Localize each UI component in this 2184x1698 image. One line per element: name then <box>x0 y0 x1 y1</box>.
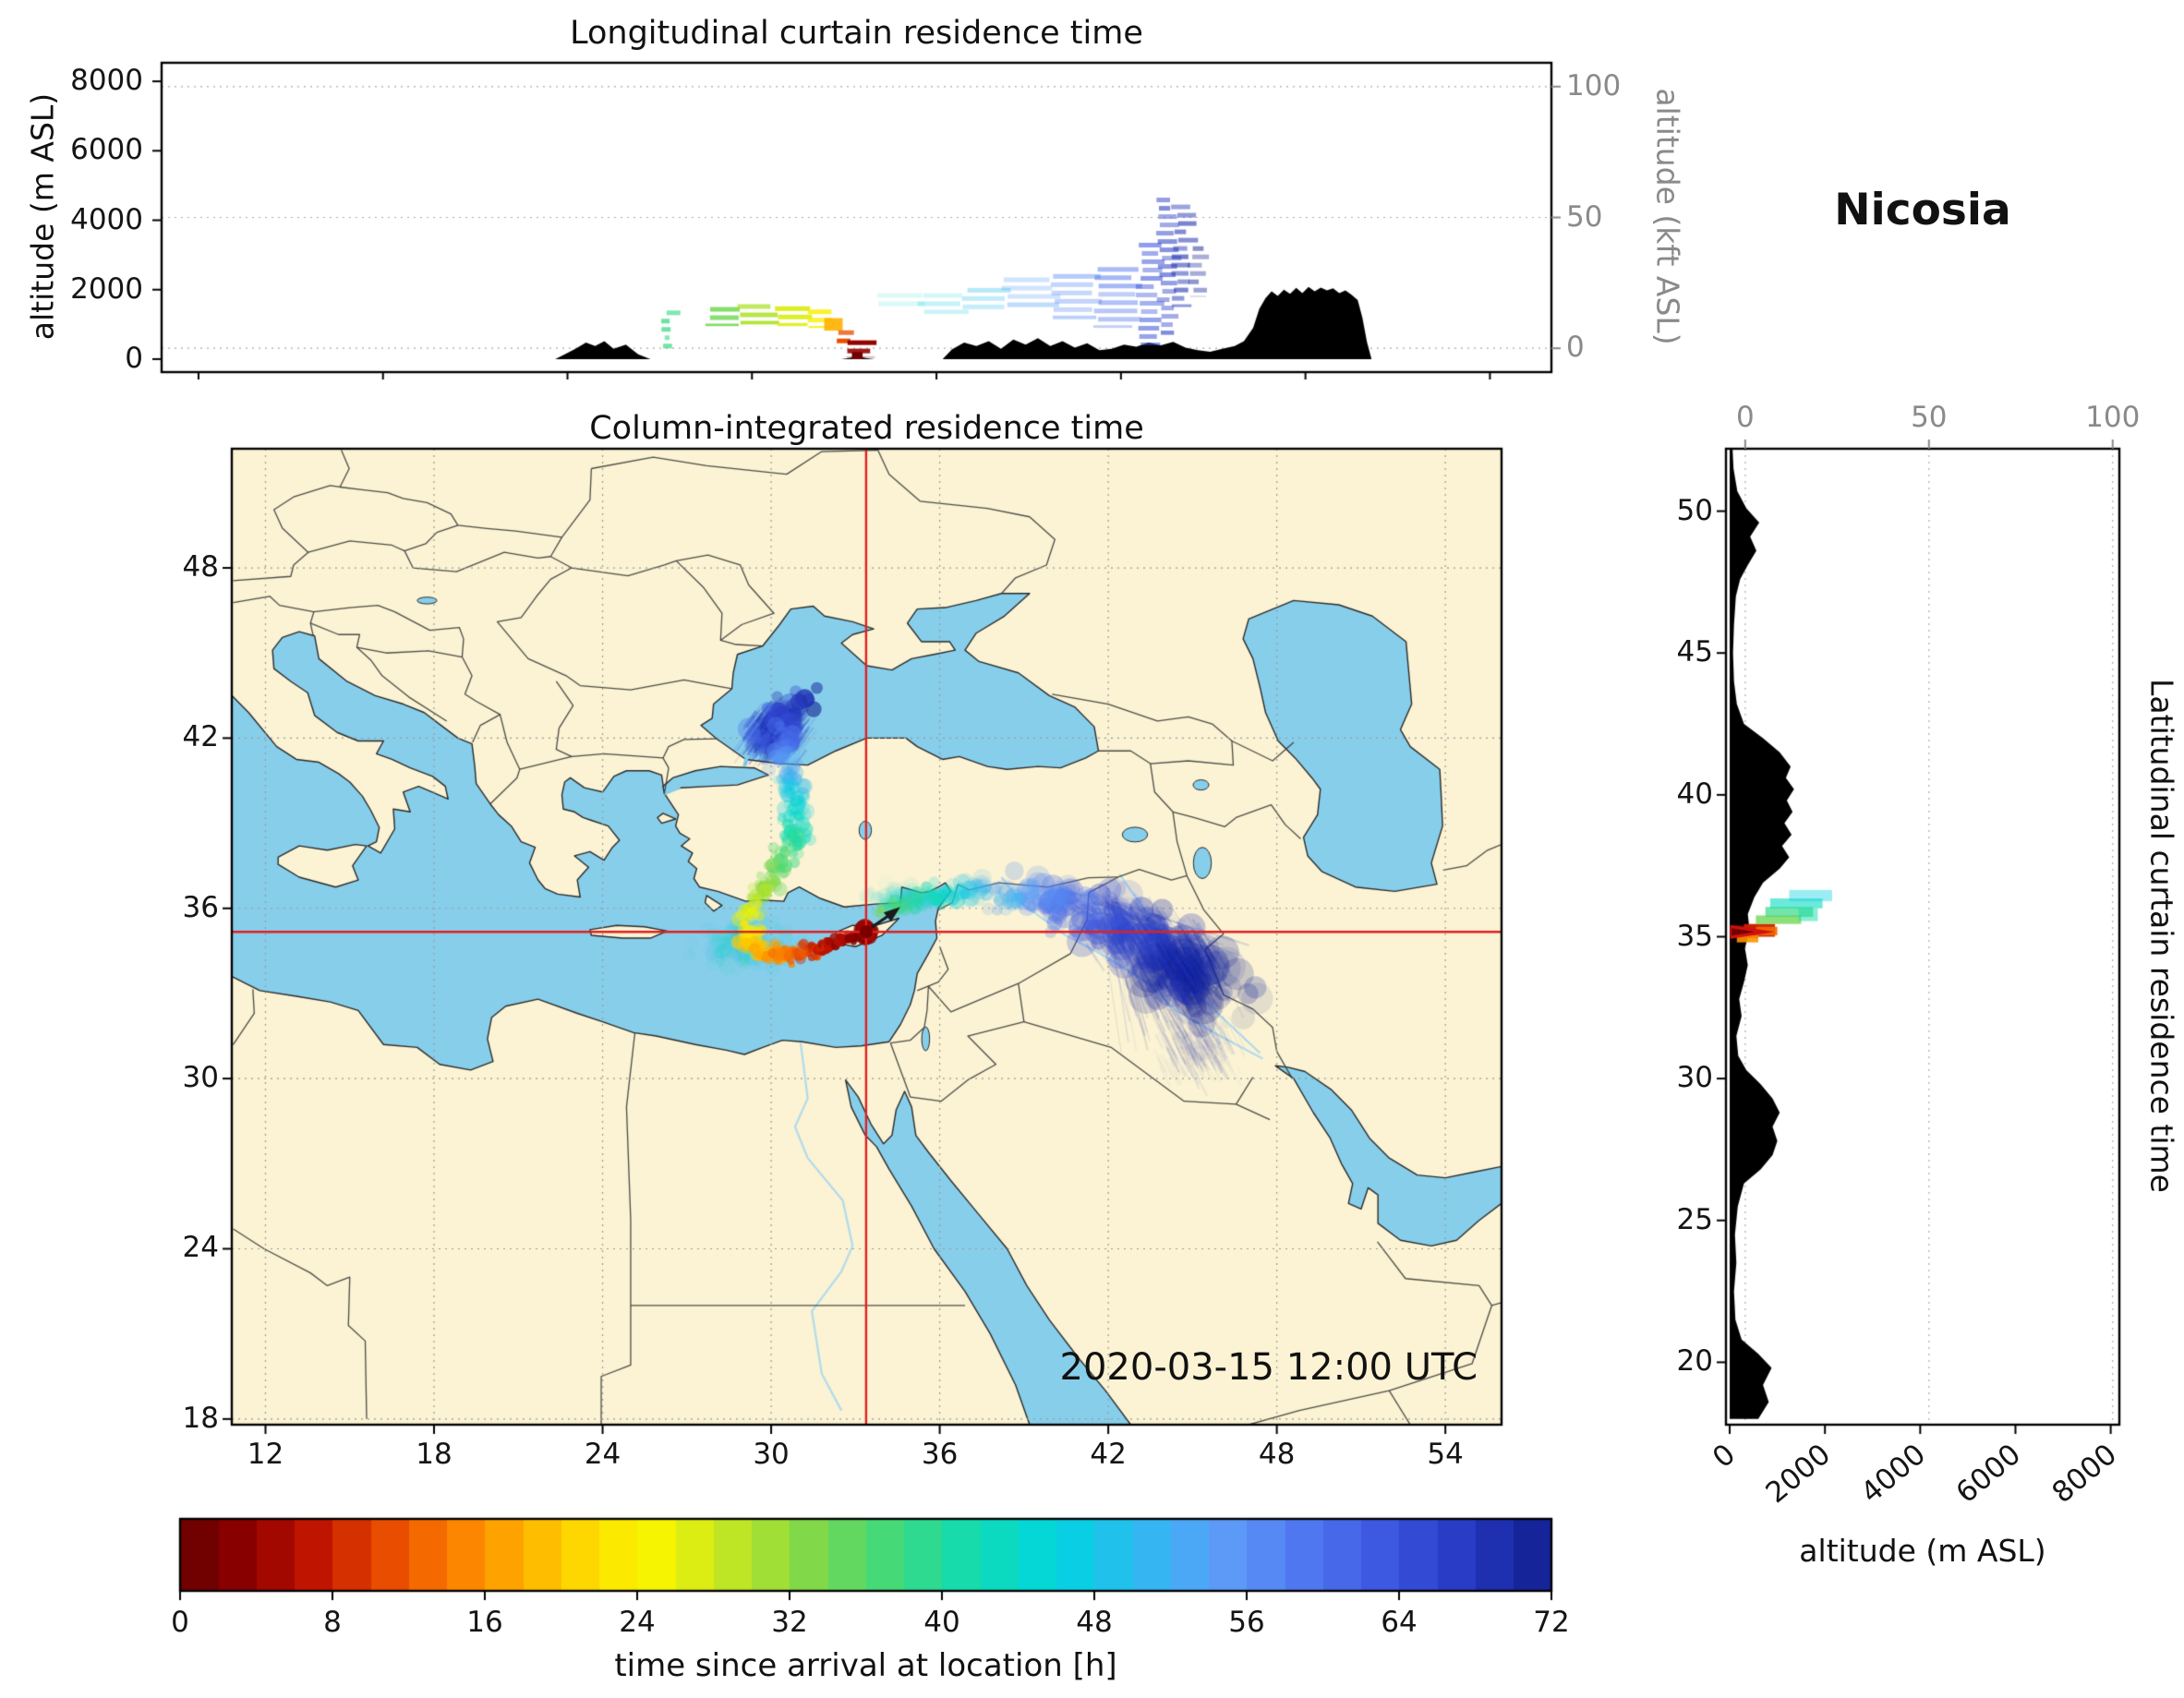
lat-kft-tick: 0 <box>1735 401 1755 434</box>
long-ytick: 2000 <box>70 271 143 306</box>
lat-ytick: 35 <box>1676 919 1713 953</box>
colorbar-tick: 64 <box>1381 1606 1418 1639</box>
longitudinal-curtain-plot <box>141 42 1572 392</box>
lat-xtick: 6000 <box>1950 1438 2028 1511</box>
lat-xtick: 8000 <box>2045 1438 2123 1511</box>
lat-xtick: 4000 <box>1854 1438 1933 1511</box>
colorbar-tick: 40 <box>923 1606 960 1639</box>
map-xtick: 30 <box>753 1438 790 1471</box>
map-title: Column-integrated residence time <box>589 410 1144 447</box>
longitudinal-ylabel-right: altitude (kft ASL) <box>1649 88 1686 345</box>
longitudinal-curtain-title: Longitudinal curtain residence time <box>570 15 1143 52</box>
colorbar-tick: 56 <box>1228 1606 1265 1639</box>
colorbar-tick: 32 <box>771 1606 808 1639</box>
lat-ytick: 40 <box>1676 777 1713 811</box>
long-kft-tick: 0 <box>1566 331 1585 365</box>
map-ytick: 36 <box>182 890 219 924</box>
lat-ytick: 25 <box>1676 1202 1713 1236</box>
map-ytick: 42 <box>182 720 219 754</box>
lat-ytick: 30 <box>1676 1061 1713 1095</box>
colorbar-tick: 48 <box>1076 1606 1113 1639</box>
map-xtick: 48 <box>1258 1438 1296 1471</box>
lat-kft-tick: 100 <box>2085 401 2141 434</box>
latitudinal-right-label: Latitudinal curtain residence time <box>2143 678 2180 1193</box>
long-ytick: 0 <box>125 341 143 375</box>
map-datetime-label: 2020-03-15 12:00 UTC <box>1059 1346 1478 1389</box>
colorbar-tick: 24 <box>619 1606 656 1639</box>
map-ytick: 24 <box>182 1231 219 1265</box>
map-ytick: 30 <box>182 1061 219 1095</box>
map-xtick: 54 <box>1427 1438 1464 1471</box>
colorbar-label: time since arrival at location [h] <box>614 1647 1117 1684</box>
lat-xtick: 0 <box>1706 1438 1743 1475</box>
colorbar <box>160 1499 1572 1611</box>
map-xtick: 42 <box>1090 1438 1127 1471</box>
colorbar-tick: 0 <box>171 1606 189 1639</box>
map-xtick: 18 <box>416 1438 452 1471</box>
lat-xtick: 2000 <box>1759 1438 1838 1511</box>
lat-ytick: 45 <box>1676 635 1713 669</box>
long-kft-tick: 50 <box>1566 199 1603 234</box>
map-xtick: 24 <box>584 1438 621 1471</box>
colorbar-tick: 16 <box>466 1606 503 1639</box>
lat-ytick: 20 <box>1676 1344 1713 1379</box>
map-ytick: 48 <box>182 550 219 584</box>
map-xtick: 36 <box>921 1438 959 1471</box>
long-ytick: 4000 <box>70 202 143 236</box>
colorbar-tick: 8 <box>323 1606 342 1639</box>
latitudinal-curtain-plot <box>1706 428 2140 1445</box>
column-integrated-map-plot <box>211 428 1522 1445</box>
map-ytick: 18 <box>182 1401 219 1435</box>
long-ytick: 8000 <box>70 64 143 98</box>
lat-kft-tick: 50 <box>1911 401 1948 434</box>
latitudinal-xlabel: altitude (m ASL) <box>1799 1533 2046 1569</box>
long-ytick: 6000 <box>70 133 143 167</box>
map-xtick: 12 <box>247 1438 284 1471</box>
lat-ytick: 50 <box>1676 493 1713 527</box>
colorbar-tick: 72 <box>1533 1606 1570 1639</box>
long-kft-tick: 100 <box>1566 68 1622 102</box>
location-title: Nicosia <box>1834 185 2011 235</box>
